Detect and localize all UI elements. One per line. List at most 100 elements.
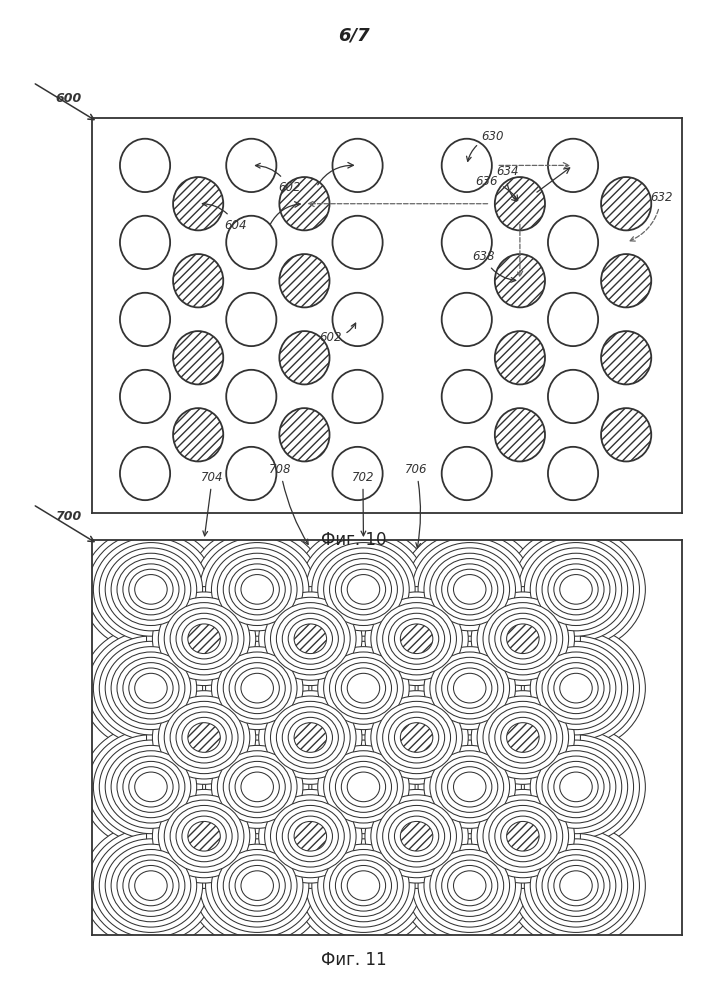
Ellipse shape [229,663,285,714]
Ellipse shape [194,532,321,647]
Ellipse shape [501,717,545,758]
Ellipse shape [188,823,327,948]
Ellipse shape [135,675,274,800]
Ellipse shape [507,821,539,851]
Ellipse shape [453,675,592,800]
Text: 702: 702 [351,471,374,536]
Ellipse shape [471,789,575,883]
Ellipse shape [123,564,179,615]
Ellipse shape [158,597,250,680]
Ellipse shape [418,543,521,636]
Ellipse shape [554,668,598,708]
Ellipse shape [329,657,397,719]
Ellipse shape [253,587,368,691]
Ellipse shape [495,613,551,664]
Ellipse shape [542,559,610,620]
Ellipse shape [188,624,221,654]
Ellipse shape [194,729,321,844]
Ellipse shape [513,532,639,647]
Ellipse shape [436,657,503,719]
Ellipse shape [241,772,274,802]
Ellipse shape [223,657,291,719]
Ellipse shape [501,619,545,659]
Ellipse shape [347,871,380,900]
Ellipse shape [99,543,203,636]
Ellipse shape [442,447,492,500]
Ellipse shape [317,745,409,828]
Ellipse shape [135,773,274,899]
Ellipse shape [235,668,279,708]
Ellipse shape [271,800,350,872]
Ellipse shape [513,828,639,943]
Ellipse shape [347,673,380,703]
Ellipse shape [206,740,309,834]
Ellipse shape [199,833,315,938]
Ellipse shape [424,647,515,730]
Ellipse shape [554,569,598,610]
Ellipse shape [332,370,382,423]
Ellipse shape [88,729,214,844]
Ellipse shape [530,647,621,730]
Ellipse shape [453,576,592,702]
Text: 704: 704 [201,471,223,536]
Ellipse shape [495,712,551,763]
Ellipse shape [371,795,462,878]
Ellipse shape [536,849,616,922]
Ellipse shape [341,767,385,807]
Ellipse shape [282,811,339,862]
Ellipse shape [424,844,515,927]
Ellipse shape [129,865,173,906]
Ellipse shape [518,636,633,740]
Ellipse shape [389,712,445,763]
Ellipse shape [359,784,474,888]
Ellipse shape [436,855,503,916]
Ellipse shape [601,177,651,230]
Ellipse shape [400,724,539,850]
Ellipse shape [146,587,262,691]
Ellipse shape [465,587,580,691]
Ellipse shape [477,696,568,779]
Text: 638: 638 [473,250,515,282]
Ellipse shape [88,532,214,647]
Ellipse shape [448,569,492,610]
Ellipse shape [317,844,409,927]
Ellipse shape [105,745,197,828]
Ellipse shape [525,641,628,735]
Ellipse shape [206,839,309,932]
Ellipse shape [241,576,380,702]
Ellipse shape [188,723,221,752]
Ellipse shape [465,784,580,888]
Ellipse shape [81,823,221,948]
Ellipse shape [206,543,309,636]
Ellipse shape [560,673,592,703]
Ellipse shape [353,581,480,696]
Ellipse shape [217,751,297,823]
Ellipse shape [235,569,279,610]
Ellipse shape [81,625,221,751]
Ellipse shape [235,767,279,807]
Ellipse shape [182,816,226,856]
Ellipse shape [235,865,279,906]
Ellipse shape [120,447,170,500]
Ellipse shape [141,680,267,795]
Ellipse shape [365,691,468,784]
Ellipse shape [548,370,598,423]
Ellipse shape [173,254,223,307]
Ellipse shape [335,860,392,911]
Ellipse shape [377,701,457,774]
Ellipse shape [359,587,474,691]
Ellipse shape [518,735,633,839]
Ellipse shape [453,673,486,703]
Ellipse shape [530,745,621,828]
Ellipse shape [513,631,639,746]
Ellipse shape [226,370,276,423]
Ellipse shape [276,805,344,867]
Ellipse shape [173,177,223,230]
Ellipse shape [548,139,598,192]
Ellipse shape [135,576,274,702]
Ellipse shape [407,729,533,844]
Ellipse shape [117,559,185,620]
Ellipse shape [312,641,415,735]
Ellipse shape [99,839,203,932]
Ellipse shape [371,696,462,779]
